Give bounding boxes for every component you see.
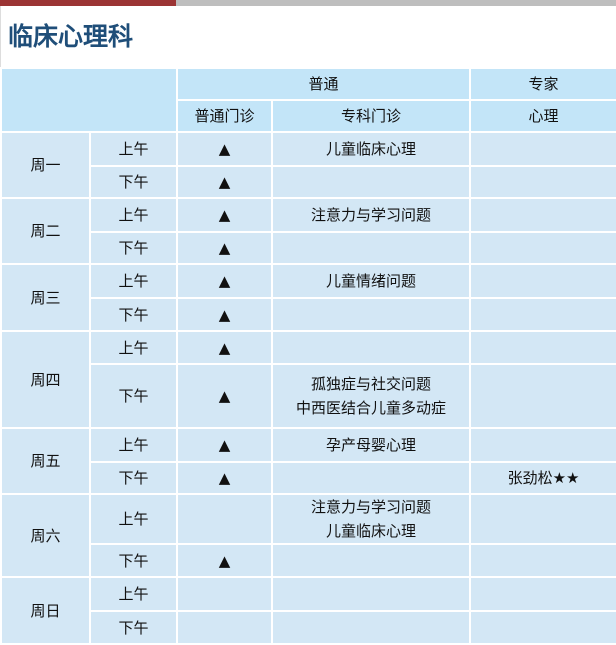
special-clinic-cell <box>270 461 472 495</box>
expert-cell <box>469 610 616 645</box>
schedule-table: 普通 专家 普通门诊 专科门诊 心理 周一 上午 ▲ 儿童临床心理 下午 ▲ 周二 上午 ▲ 注意力与学… <box>0 67 616 645</box>
special-clinic-item: 孕产母婴心理 <box>326 436 417 454</box>
special-clinic-cell <box>270 576 472 612</box>
schedule-row: 周三 上午 ▲ 儿童情绪问题 <box>0 263 616 332</box>
day-label: 周三 <box>0 263 91 332</box>
expert-cell <box>469 231 616 265</box>
general-clinic-cell <box>176 610 273 645</box>
general-clinic-cell: ▲ <box>176 263 273 299</box>
general-clinic-cell <box>176 493 273 545</box>
schedule-row: 周二 上午 ▲ 注意力与学习问题 <box>0 197 616 265</box>
schedule-row: 周六 上午 注意力与学习问题 儿童临床心理 <box>0 493 616 578</box>
schedule-row: 下午 ▲ 孤独症与社交问题 中西医结合儿童多动症 <box>1 363 616 429</box>
period-label: 下午 <box>89 363 178 429</box>
general-clinic-cell: ▲ <box>176 363 273 429</box>
schedule-row: 下午 ▲ <box>1 297 616 332</box>
special-clinic-cell <box>270 610 472 645</box>
header-general-group: 普通 <box>175 67 472 101</box>
day-label: 周五 <box>0 427 91 495</box>
expert-cell: 张劲松★★ <box>469 461 616 495</box>
schedule-row: 周日 上午 <box>0 576 616 645</box>
period-label: 上午 <box>89 493 178 545</box>
special-clinic-cell <box>270 330 472 365</box>
header-special-clinic: 专科门诊 <box>270 99 472 133</box>
special-clinic-cell <box>270 543 472 578</box>
special-clinic-cell: 儿童临床心理 <box>270 131 472 167</box>
schedule-row: 下午 ▲ <box>1 231 616 265</box>
general-clinic-cell <box>176 576 273 612</box>
expert-cell <box>469 297 616 332</box>
day-label: 周六 <box>0 493 91 578</box>
special-clinic-item: 儿童临床心理 <box>326 140 417 158</box>
top-accent-bar <box>0 0 616 6</box>
expert-cell <box>469 131 616 167</box>
special-clinic-cell <box>270 231 472 265</box>
expert-cell <box>469 363 616 429</box>
page-title: 临床心理科 <box>0 6 616 67</box>
schedule-row: 周一 上午 ▲ 儿童临床心理 <box>0 131 616 199</box>
special-clinic-item: 儿童临床心理 <box>326 522 417 540</box>
general-clinic-cell: ▲ <box>176 297 273 332</box>
general-clinic-cell: ▲ <box>176 330 273 365</box>
general-clinic-cell: ▲ <box>176 427 273 463</box>
period-label: 下午 <box>89 461 178 495</box>
special-clinic-cell: 儿童情绪问题 <box>270 263 472 299</box>
header-psychology: 心理 <box>469 99 616 133</box>
period-label: 下午 <box>89 297 178 332</box>
day-label: 周日 <box>0 576 91 645</box>
schedule-row: 周五 上午 ▲ 孕产母婴心理 <box>0 427 616 495</box>
expert-cell <box>469 427 616 463</box>
period-label: 下午 <box>89 543 178 578</box>
header-blank <box>0 67 178 133</box>
schedule-row: 周四 上午 ▲ <box>0 330 616 429</box>
expert-cell <box>469 197 616 233</box>
expert-cell <box>469 165 616 199</box>
day-label: 周四 <box>0 330 91 429</box>
special-clinic-item: 注意力与学习问题 <box>311 498 432 516</box>
accent-gray <box>176 0 616 6</box>
schedule-row: 下午 ▲ <box>1 543 616 578</box>
period-label: 上午 <box>89 427 178 463</box>
general-clinic-cell: ▲ <box>176 131 273 167</box>
special-clinic-cell <box>270 297 472 332</box>
general-clinic-cell: ▲ <box>176 543 273 578</box>
period-label: 上午 <box>89 131 178 167</box>
period-label: 下午 <box>89 231 178 265</box>
period-label: 上午 <box>89 576 178 612</box>
day-label: 周二 <box>0 197 91 265</box>
expert-cell <box>469 493 616 545</box>
special-clinic-cell: 注意力与学习问题 <box>270 197 472 233</box>
special-clinic-cell <box>270 165 472 199</box>
schedule-row: 下午 <box>1 610 616 645</box>
schedule-row: 下午 ▲ 张劲松★★ <box>1 461 616 495</box>
special-clinic-item: 儿童情绪问题 <box>326 272 417 290</box>
general-clinic-cell: ▲ <box>176 165 273 199</box>
header-general-clinic: 普通门诊 <box>176 99 273 133</box>
expert-cell <box>469 330 616 365</box>
period-label: 下午 <box>89 165 178 199</box>
accent-red <box>0 0 176 6</box>
period-label: 上午 <box>89 197 178 233</box>
special-clinic-item: 注意力与学习问题 <box>311 206 432 224</box>
period-label: 上午 <box>89 330 178 365</box>
general-clinic-cell: ▲ <box>176 231 273 265</box>
special-clinic-cell: 孤独症与社交问题 中西医结合儿童多动症 <box>270 363 472 429</box>
special-clinic-item: 孤独症与社交问题 <box>311 375 432 393</box>
schedule-row: 下午 ▲ <box>1 165 616 199</box>
special-clinic-cell: 注意力与学习问题 儿童临床心理 <box>270 493 472 545</box>
general-clinic-cell: ▲ <box>176 197 273 233</box>
period-label: 下午 <box>89 610 178 645</box>
expert-cell <box>469 576 616 612</box>
expert-cell <box>469 263 616 299</box>
special-clinic-cell: 孕产母婴心理 <box>270 427 472 463</box>
expert-cell <box>469 543 616 578</box>
period-label: 上午 <box>89 263 178 299</box>
general-clinic-cell: ▲ <box>176 461 273 495</box>
header-expert-group: 专家 <box>469 67 616 101</box>
day-label: 周一 <box>0 131 91 199</box>
special-clinic-item: 中西医结合儿童多动症 <box>296 399 447 417</box>
